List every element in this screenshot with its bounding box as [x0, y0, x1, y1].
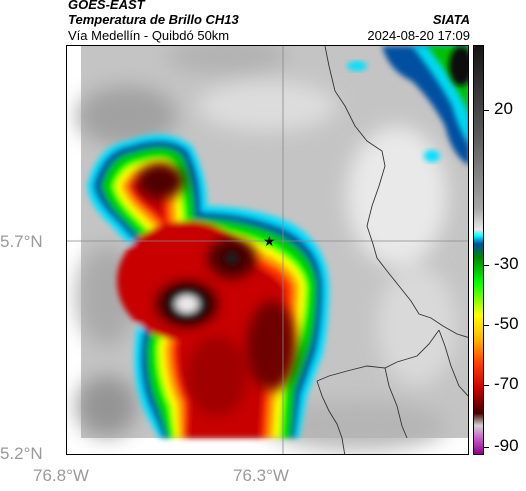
colorbar-tick: [484, 385, 489, 386]
satellite-image: ★: [67, 46, 468, 454]
colorbar-label-m50: -50: [494, 314, 519, 333]
colorbar-label-m70: -70: [494, 374, 519, 393]
colorbar-tick: [484, 325, 489, 326]
lat-label-5-2: 5.2°N: [0, 444, 43, 463]
lon-label-76-8: 76.8°W: [33, 466, 89, 485]
organization-label: SIATA: [432, 12, 470, 27]
region-label: Vía Medellín - Quibdó 50km: [68, 28, 230, 43]
colorbar-label-m90: -90: [494, 436, 519, 455]
lat-label-5-7: 5.7°N: [0, 232, 43, 251]
colorbar-tick: [484, 265, 489, 266]
satellite-source: GOES-EAST: [68, 0, 145, 12]
colorbar: [473, 45, 484, 455]
colorbar-label-m30: -30: [494, 254, 519, 273]
map-panel: ★: [66, 45, 469, 455]
department-borders: [316, 46, 468, 454]
lon-label-76-3: 76.3°W: [233, 466, 289, 485]
colorbar-label-20: 20: [494, 99, 513, 118]
timestamp: 2024-08-20 17:09: [367, 28, 470, 43]
product-title: Temperatura de Brillo CH13: [68, 12, 239, 27]
colorbar-tick: [484, 447, 489, 448]
cold-cores: [137, 163, 297, 416]
colorbar-tick: [484, 110, 489, 111]
cold-cloud-northeast: [347, 46, 468, 165]
overshooting-top: [167, 252, 239, 320]
location-marker-star-icon: ★: [263, 234, 276, 250]
